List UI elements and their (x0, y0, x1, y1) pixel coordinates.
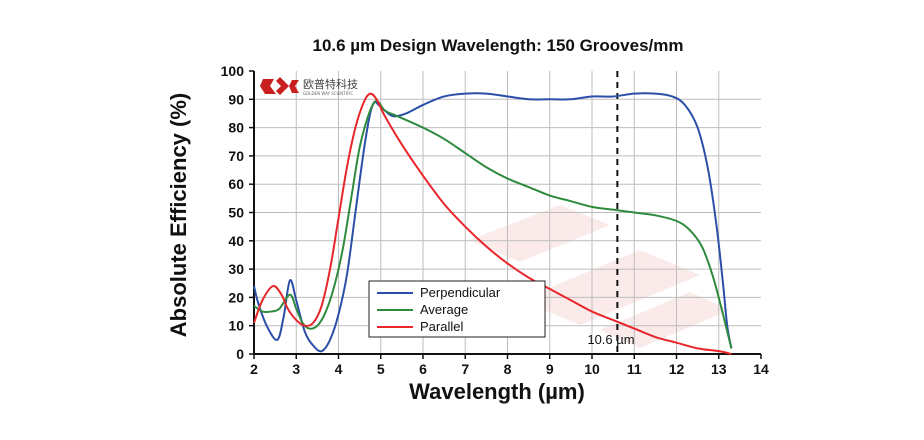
y-tick-label: 50 (228, 205, 244, 221)
y-tick-label: 60 (228, 176, 244, 192)
y-tick-label: 100 (221, 63, 245, 79)
chart-title: 10.6 µm Design Wavelength: 150 Grooves/m… (312, 36, 683, 55)
x-tick-labels: 2 3 4 5 6 7 8 9 10 11 12 13 14 (250, 354, 769, 377)
x-tick-label: 10 (584, 361, 600, 377)
x-tick-label: 5 (377, 361, 385, 377)
y-tick-label: 90 (228, 91, 244, 107)
x-tick-label: 11 (627, 361, 642, 377)
annotations: 10.6 µm (587, 71, 635, 354)
x-tick-label: 3 (292, 361, 300, 377)
x-tick-label: 8 (504, 361, 512, 377)
logo-name: 欧普特科技 (303, 77, 358, 91)
y-tick-labels: 0 10 20 30 40 50 60 70 80 90 100 (221, 63, 254, 362)
y-tick-label: 20 (228, 289, 244, 305)
legend: Perpendicular Average Parallel (368, 280, 546, 338)
legend-label: Perpendicular (420, 285, 501, 300)
x-tick-label: 6 (419, 361, 427, 377)
x-tick-label: 13 (711, 361, 727, 377)
y-tick-label: 80 (228, 120, 244, 136)
design-wavelength-label: 10.6 µm (587, 332, 634, 347)
x-tick-label: 9 (546, 361, 554, 377)
series-line-average (253, 99, 733, 349)
series-lines (253, 92, 733, 355)
y-axis-title: Absolute Efficiency (%) (166, 93, 191, 337)
y-tick-label: 10 (228, 318, 244, 334)
x-tick-label: 2 (250, 361, 258, 377)
legend-label: Parallel (420, 319, 463, 334)
x-tick-label: 7 (461, 361, 469, 377)
logo-subtitle: GOLDEN WAY SCIENTIFIC (303, 91, 353, 96)
legend-label: Average (420, 302, 468, 317)
series-line-parallel (253, 92, 732, 355)
x-tick-label: 12 (669, 361, 685, 377)
y-tick-label: 40 (228, 233, 244, 249)
y-tick-label: 30 (228, 261, 244, 277)
y-tick-label: 0 (236, 346, 244, 362)
x-tick-label: 4 (335, 361, 343, 377)
y-tick-label: 70 (228, 148, 244, 164)
x-axis-title: Wavelength (µm) (409, 379, 585, 404)
x-tick-label: 14 (753, 361, 769, 377)
company-logo: 欧普特科技 GOLDEN WAY SCIENTIFIC (260, 77, 358, 96)
